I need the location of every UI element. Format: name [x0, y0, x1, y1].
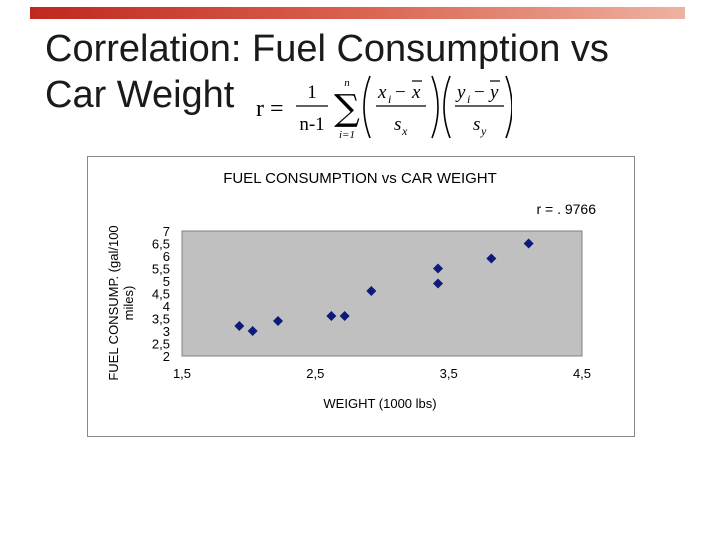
formula-xi: x — [377, 82, 387, 103]
data-point-marker — [326, 311, 337, 321]
data-points — [234, 238, 534, 336]
x-axis-label: WEIGHT (1000 lbs) — [323, 396, 436, 411]
y-tick-label: 4 — [163, 299, 170, 314]
formula-sx: s — [394, 114, 401, 135]
data-point-marker — [366, 286, 377, 296]
formula-paren-left-2 — [443, 75, 451, 139]
y-axis-label-line1: FUEL CONSUMP. (gal/100 — [106, 225, 121, 380]
data-point-marker — [339, 311, 350, 321]
formula-n-minus-1: n-1 — [299, 114, 324, 135]
formula-sum-top: n — [344, 77, 350, 89]
slide-title-line2: Car Weight — [45, 74, 235, 116]
formula-lhs: r = — [256, 96, 284, 122]
x-tick-label: 4,5 — [573, 366, 591, 381]
y-tick-label: 2,5 — [152, 337, 170, 352]
data-point-marker — [523, 238, 534, 249]
y-tick-label: 2 — [163, 349, 170, 364]
y-tick-label: 5 — [163, 274, 170, 289]
formula-paren-right-1 — [431, 75, 439, 139]
y-tick-label: 3,5 — [152, 312, 170, 327]
scatter-chart: FUEL CONSUMPTION vs CAR WEIGHT r = . 976… — [106, 170, 596, 411]
formula-sigma: ∑ — [334, 88, 360, 129]
data-point-marker — [433, 263, 443, 274]
formula-sx-sub: x — [401, 124, 408, 138]
y-tick-label: 3 — [163, 324, 170, 339]
y-axis-label-line2: miles) — [121, 286, 136, 321]
slide-title-line1: Correlation: Fuel Consumption vs — [45, 28, 609, 70]
x-axis-ticks: 1,5 2,5 3,5 4,5 — [173, 366, 591, 381]
y-tick-label: 7 — [163, 224, 170, 239]
formula-yi: y — [455, 82, 466, 103]
data-point-marker — [273, 316, 283, 326]
x-tick-label: 2,5 — [306, 366, 324, 381]
data-point-marker — [433, 278, 443, 289]
chart-frame: FUEL CONSUMPTION vs CAR WEIGHT r = . 976… — [87, 156, 635, 437]
correlation-formula: r = 1 n-1 n ∑ i=1 x i − x s x y i − y s … — [256, 75, 512, 141]
formula-minus-y: − — [474, 82, 485, 103]
title-accent-bar — [30, 7, 685, 19]
x-tick-label: 3,5 — [440, 366, 458, 381]
y-tick-label: 5,5 — [152, 262, 170, 277]
formula-sy: s — [473, 114, 480, 135]
formula-minus-x: − — [395, 82, 406, 103]
formula-xbar: x — [411, 82, 421, 103]
formula-paren-left-1 — [363, 75, 371, 139]
formula-sy-sub: y — [480, 124, 487, 138]
formula-xi-sub: i — [388, 92, 391, 106]
formula-sum-bottom: i=1 — [339, 129, 355, 141]
formula-paren-right-2 — [505, 75, 512, 139]
y-tick-label: 4,5 — [152, 287, 170, 302]
y-axis-ticks: 22,533,544,555,566,57 — [152, 224, 170, 364]
data-point-marker — [234, 321, 245, 331]
y-tick-label: 6,5 — [152, 237, 170, 252]
correlation-annotation: r = . 9766 — [536, 201, 596, 217]
x-tick-label: 1,5 — [173, 366, 191, 381]
chart-title: FUEL CONSUMPTION vs CAR WEIGHT — [223, 170, 497, 187]
slide-title: Correlation: Fuel Consumption vs Car Wei… — [45, 26, 685, 118]
formula-ybar: y — [488, 82, 499, 103]
data-point-marker — [247, 326, 258, 336]
formula-one: 1 — [307, 82, 317, 103]
formula-yi-sub: i — [467, 92, 470, 106]
data-point-marker — [486, 253, 497, 264]
plot-area — [181, 230, 583, 357]
y-tick-label: 6 — [163, 249, 170, 264]
